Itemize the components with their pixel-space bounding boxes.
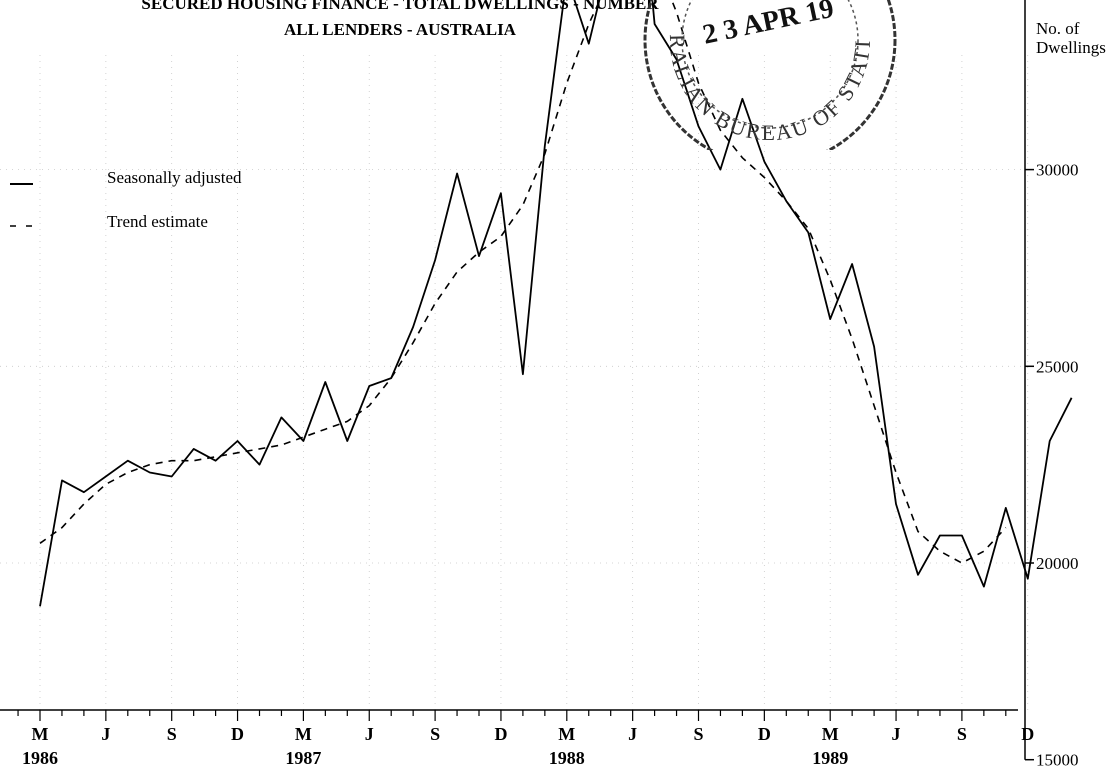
x-tick-label: D: [758, 724, 771, 744]
x-tick-label: M: [295, 724, 312, 744]
series-line-seasonally-adjusted: [39, 0, 1073, 607]
x-tick-label: D: [494, 724, 507, 744]
x-tick-label: M: [822, 724, 839, 744]
x-year-label: 1986: [22, 748, 58, 768]
x-tick-label: J: [101, 724, 110, 744]
x-tick-label: S: [430, 724, 440, 744]
y-tick-label: 30000: [1036, 161, 1079, 180]
chart-subtitle: ALL LENDERS - AUSTRALIA: [284, 20, 516, 39]
series-line-trend-estimate: [39, 0, 1007, 564]
legend-label-trend-estimate: Trend estimate: [107, 212, 208, 231]
y-axis-label-line1: No. of: [1036, 19, 1080, 38]
y-axis-label-line2: Dwellings: [1036, 38, 1106, 57]
series-group: [39, 0, 1073, 607]
x-tick-label: S: [167, 724, 177, 744]
y-tick-label: 25000: [1036, 357, 1079, 376]
x-tick-label: J: [892, 724, 901, 744]
y-tick-label: 15000: [1036, 751, 1079, 770]
legend: [10, 183, 36, 227]
x-tick-label: S: [693, 724, 703, 744]
x-tick-label: M: [32, 724, 49, 744]
x-axis: M J S D M J S D M J S D M J S D 1986 1987 1988 1989: [0, 709, 1034, 768]
y-axis: 15000200002500030000350004000045000: [1024, 0, 1079, 770]
x-tick-label: S: [957, 724, 967, 744]
x-tick-label: J: [628, 724, 637, 744]
legend-label-seasonally-adjusted: Seasonally adjusted: [107, 168, 242, 187]
stamp-date: 2 3 APR 19: [700, 0, 837, 51]
x-tick-label: M: [558, 724, 575, 744]
chart-title: SECURED HOUSING FINANCE - TOTAL DWELLING…: [141, 0, 659, 13]
x-tick-label: D: [231, 724, 244, 744]
x-year-label: 1988: [549, 748, 585, 768]
x-year-label: 1989: [812, 748, 848, 768]
y-tick-label: 20000: [1036, 554, 1079, 573]
x-tick-label: J: [365, 724, 374, 744]
x-year-label: 1987: [285, 748, 321, 768]
x-tick-label: D: [1021, 724, 1034, 744]
